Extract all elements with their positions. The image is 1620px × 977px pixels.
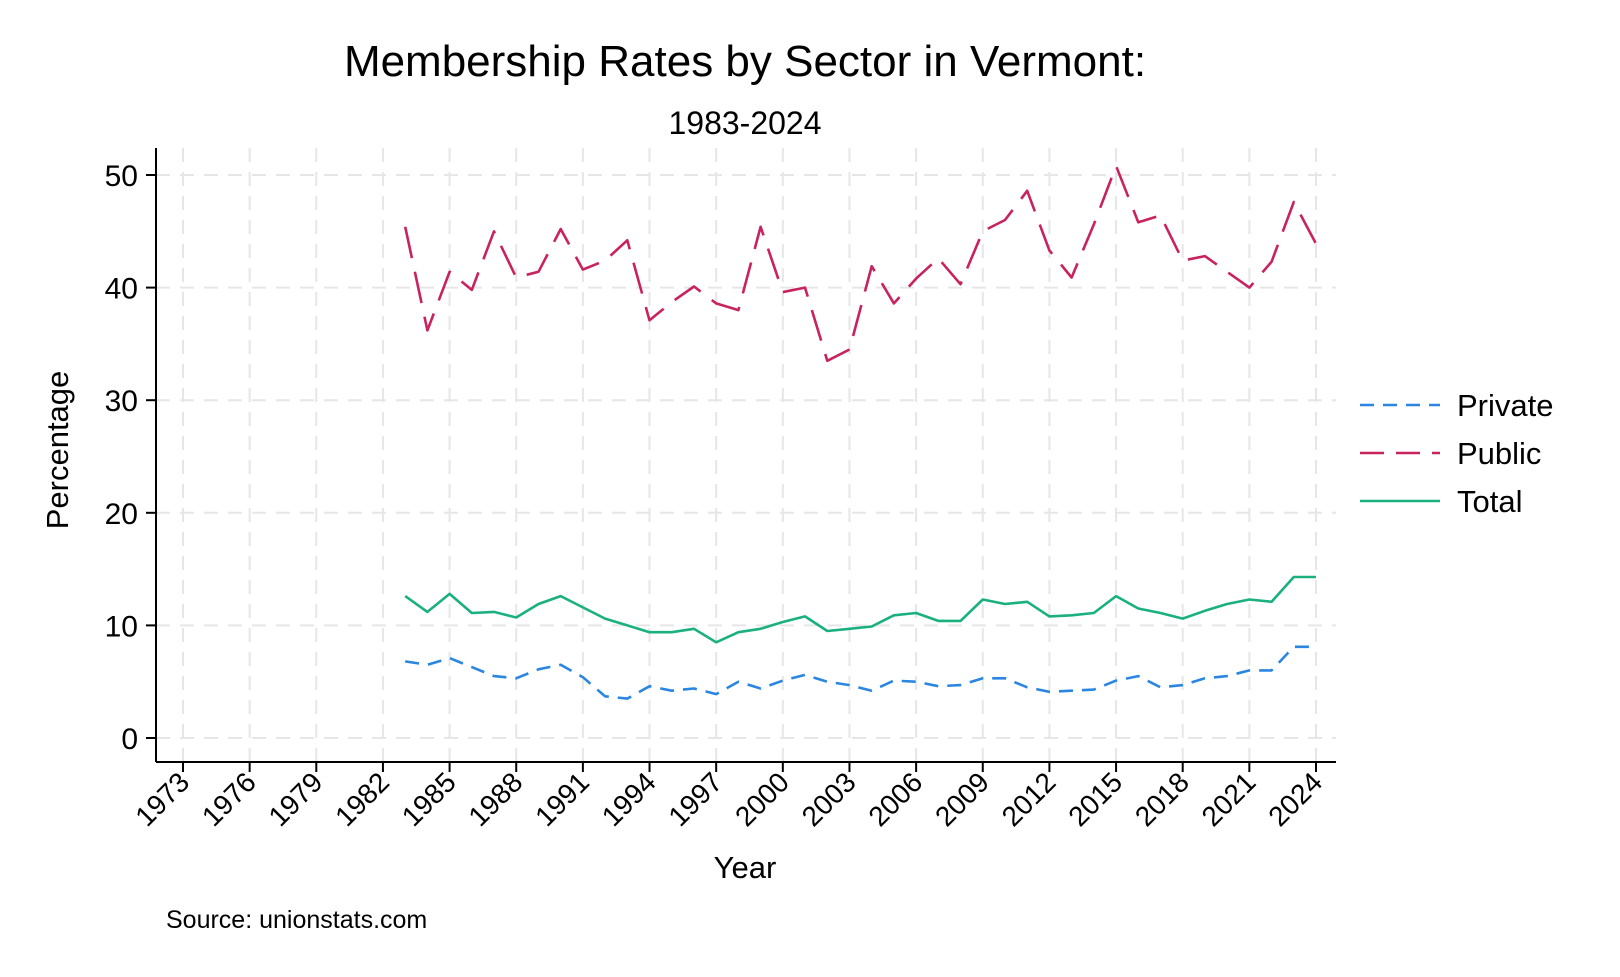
legend-label-total: Total xyxy=(1457,484,1522,519)
x-tick-label: 1982 xyxy=(329,766,395,832)
chart-subtitle: 1983-2024 xyxy=(668,105,821,141)
x-tick-label: 1991 xyxy=(529,766,595,832)
legend-label-public: Public xyxy=(1457,436,1541,471)
x-ticks: 1973 1976 1979 1982 1985 1988 1991 1994 1997 2000… xyxy=(129,762,1328,832)
x-tick-label: 2003 xyxy=(796,766,862,832)
x-tick-label: 1973 xyxy=(129,766,195,832)
y-tick-label: 0 xyxy=(121,723,138,756)
y-tick-label: 20 xyxy=(105,498,138,531)
x-tick-label: 2000 xyxy=(729,766,795,832)
x-tick-label: 2021 xyxy=(1196,766,1262,832)
x-tick-label: 2012 xyxy=(996,766,1062,832)
y-ticks: 0 10 20 30 40 50 xyxy=(105,160,156,756)
x-tick-label: 1997 xyxy=(662,766,728,832)
grid xyxy=(156,148,1336,762)
legend-label-private: Private xyxy=(1457,388,1553,423)
legend: Private Public Total xyxy=(1360,388,1553,519)
series-lines xyxy=(403,164,1318,700)
x-tick-label: 1988 xyxy=(463,766,529,832)
y-tick-label: 30 xyxy=(105,385,138,418)
y-tick-label: 40 xyxy=(105,273,138,306)
y-tick-label: 50 xyxy=(105,160,138,193)
series-line-total xyxy=(404,575,1316,644)
y-axis-label: Percentage xyxy=(40,371,75,530)
y-tick-label: 10 xyxy=(105,610,138,643)
x-tick-label: 1976 xyxy=(196,766,262,832)
chart-title: Membership Rates by Sector in Vermont: xyxy=(344,37,1146,86)
x-tick-label: 1985 xyxy=(396,766,462,832)
x-tick-label: 2024 xyxy=(1262,766,1328,832)
x-axis-label: Year xyxy=(714,850,777,885)
x-tick-label: 2018 xyxy=(1129,766,1195,832)
x-tick-label: 2009 xyxy=(929,766,995,832)
x-tick-label: 1979 xyxy=(263,766,329,832)
x-tick-label: 2015 xyxy=(1062,766,1128,832)
x-tick-label: 1994 xyxy=(596,766,662,832)
axes xyxy=(155,148,1336,763)
x-tick-label: 2006 xyxy=(862,766,928,832)
source-note: Source: unionstats.com xyxy=(166,906,427,934)
series-line-private xyxy=(405,645,1316,700)
series-line-public xyxy=(403,164,1318,363)
